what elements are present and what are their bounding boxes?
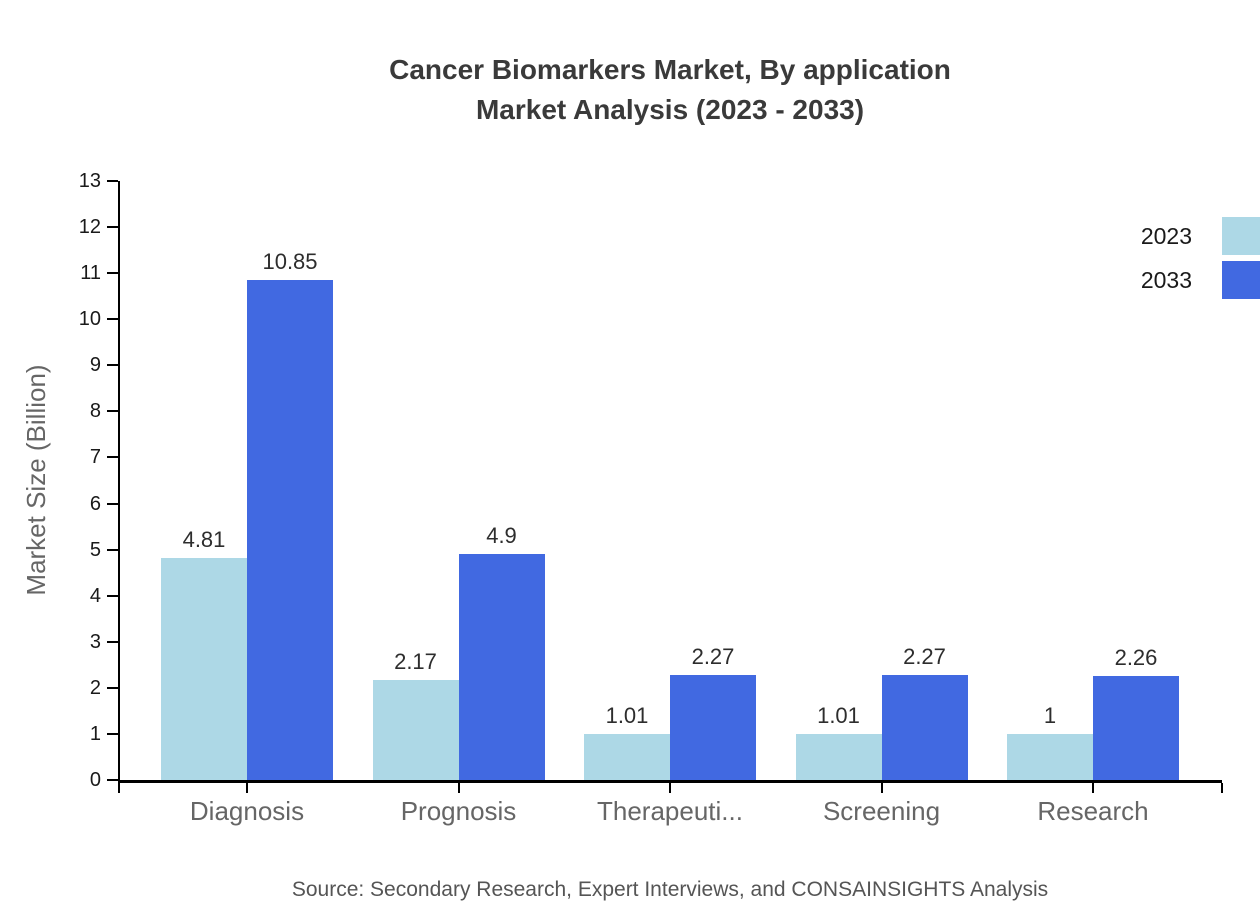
y-tick-label-6: 6: [89, 492, 101, 515]
y-tick-label-2: 2: [89, 676, 101, 699]
y-tick-label-10: 10: [78, 308, 101, 331]
bar-2023-prognosis[interactable]: 2.17: [372, 649, 459, 780]
y-tick-label-0: 0: [89, 769, 101, 791]
y-tick-mark-13: [107, 180, 118, 182]
y-tick-mark-0: [107, 779, 118, 781]
y-tick-mark-12: [107, 226, 118, 229]
bar-value-label: 1.01: [817, 702, 860, 728]
y-tick-mark-4: [107, 594, 118, 597]
x-tick-mark-3: [669, 783, 671, 793]
x-label-screening: Screening: [822, 796, 941, 826]
x-tick-mark-4: [880, 783, 883, 793]
y-axis-line: [118, 181, 120, 783]
legend: 2023 2033: [1141, 217, 1260, 305]
y-tick-label-13: 13: [78, 170, 101, 192]
y-tick-mark-8: [107, 410, 118, 413]
legend-label-2023: 2023: [1140, 222, 1192, 249]
y-tick-label-4: 4: [89, 584, 101, 607]
bar-2033-research[interactable]: 2.26: [1093, 645, 1179, 780]
y-tick-mark-5: [107, 548, 118, 551]
x-label-prognosis: Prognosis: [400, 796, 517, 826]
y-tick-label-5: 5: [89, 538, 101, 561]
y-tick-mark-1: [107, 732, 118, 735]
chart-title: Cancer Biomarkers Market, By application…: [80, 50, 1260, 130]
source-note: Source: Secondary Research, Expert Inter…: [291, 878, 1049, 901]
legend-label-2033: 2033: [1140, 266, 1192, 293]
y-tick-label-11: 11: [80, 262, 101, 285]
y-tick-mark-6: [107, 502, 118, 505]
chart-title-line2: Market Analysis (2023 - 2033): [475, 94, 865, 125]
bar-value-label: 4.9: [486, 523, 517, 549]
bar-value-label: 2.27: [691, 644, 735, 670]
y-tick-label-8: 8: [89, 400, 101, 423]
x-tick-mark-0: [118, 783, 120, 793]
bar-value-label: 2.26: [1114, 644, 1158, 670]
y-tick-mark-11: [107, 272, 118, 275]
y-tick-mark-9: [107, 364, 118, 367]
y-tick-mark-10: [107, 318, 118, 321]
bar-value-label: 2.27: [903, 644, 946, 670]
x-label-therapeuti: Therapeuti...: [597, 796, 743, 826]
bar-2033-prognosis[interactable]: 4.9: [458, 523, 545, 780]
legend-swatch-2023-icon: [1222, 217, 1260, 255]
bar-2023-research[interactable]: 1: [1007, 703, 1093, 780]
bar-2023-therapeuti[interactable]: 1.01: [584, 703, 670, 780]
y-tick-label-3: 3: [89, 630, 101, 653]
x-tick-mark-1: [246, 783, 248, 793]
y-tick-label-9: 9: [89, 354, 101, 377]
x-tick-mark-5: [1092, 783, 1094, 793]
y-tick-label-1: 1: [89, 722, 101, 745]
y-tick-label-7: 7: [89, 446, 101, 469]
bar-value-label: 4.81: [182, 527, 226, 553]
bar-value-label: 1.01: [605, 702, 649, 728]
bar-value-label: 1: [1043, 702, 1057, 728]
x-tick-mark-6: [1221, 783, 1223, 793]
bar-value-label: 2.17: [394, 649, 437, 674]
chart-title-line1: Cancer Biomarkers Market, By application: [389, 54, 951, 85]
plot-area: 0 1 2 3 4 5 6 7 8 9 10 11 12 13 Diagnosis Prognosis Ther…: [79, 170, 1223, 826]
y-axis-title: Market Size (Billion): [21, 364, 51, 596]
legend-item-2023[interactable]: 2023: [1141, 217, 1260, 255]
bar-2023-diagnosis[interactable]: 4.81: [161, 527, 247, 780]
bar-value-label: 10.85: [262, 249, 318, 275]
bar-2033-therapeuti[interactable]: 2.27: [670, 644, 756, 780]
y-tick-mark-2: [107, 686, 118, 689]
bar-2023-screening[interactable]: 1.01: [795, 703, 882, 780]
x-label-diagnosis: Diagnosis: [189, 796, 305, 826]
x-axis-line: [118, 780, 1222, 783]
legend-swatch-2033-icon: [1222, 261, 1260, 299]
x-label-research: Research: [1037, 796, 1149, 826]
legend-item-2033[interactable]: 2033: [1141, 261, 1260, 299]
x-tick-mark-2: [457, 783, 460, 793]
y-tick-label-12: 12: [78, 216, 101, 239]
y-tick-mark-3: [107, 640, 118, 643]
y-tick-mark-7: [107, 456, 118, 459]
bar-2033-diagnosis[interactable]: 10.85: [247, 249, 333, 780]
bar-2033-screening[interactable]: 2.27: [881, 644, 968, 780]
